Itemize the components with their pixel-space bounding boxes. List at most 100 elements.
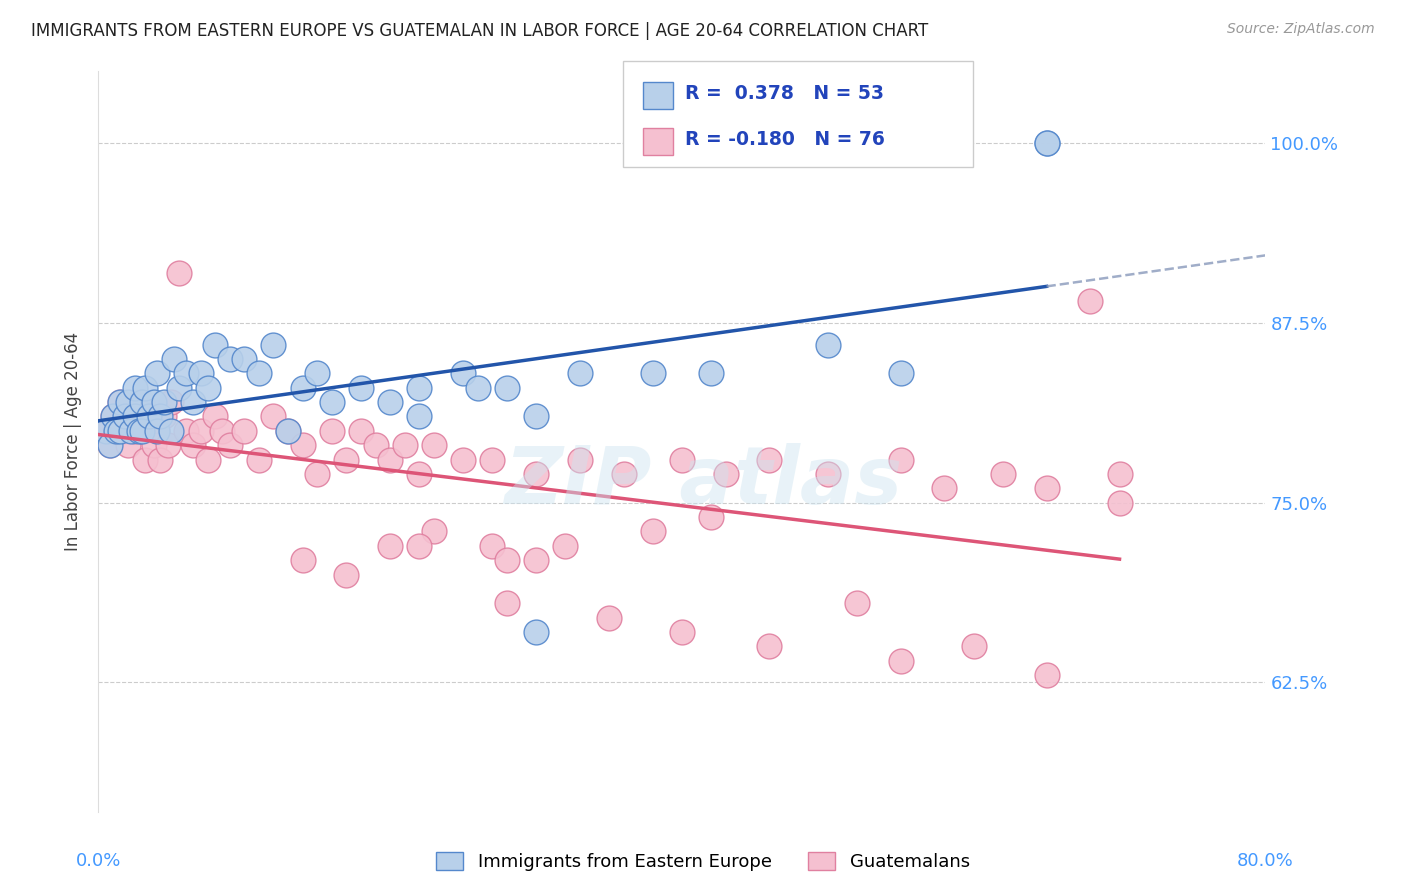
Point <box>568 366 591 380</box>
Text: Source: ZipAtlas.com: Source: ZipAtlas.com <box>1227 22 1375 37</box>
Point <box>160 395 183 409</box>
Point <box>117 438 139 452</box>
Point <box>124 381 146 395</box>
Point <box>181 395 204 409</box>
Point <box>890 452 912 467</box>
Y-axis label: In Labor Force | Age 20-64: In Labor Force | Age 20-64 <box>65 332 83 551</box>
Point <box>408 467 430 481</box>
Point <box>291 381 314 395</box>
Point <box>890 654 912 668</box>
Point <box>149 409 172 424</box>
Point <box>671 452 693 467</box>
Point <box>641 524 664 539</box>
Point <box>149 452 172 467</box>
Point <box>1108 467 1130 481</box>
Point <box>174 424 197 438</box>
Text: 0.0%: 0.0% <box>76 852 121 870</box>
Point <box>481 539 503 553</box>
Point <box>568 452 591 467</box>
Point <box>101 409 124 424</box>
Point <box>1108 495 1130 509</box>
Point <box>451 452 474 467</box>
Point <box>291 553 314 567</box>
Point <box>380 395 402 409</box>
Point <box>364 438 387 452</box>
Point <box>380 539 402 553</box>
Point <box>114 409 136 424</box>
Point <box>350 424 373 438</box>
Point <box>134 452 156 467</box>
Point <box>671 625 693 640</box>
Point <box>350 381 373 395</box>
Point <box>496 553 519 567</box>
Point <box>138 409 160 424</box>
Point <box>167 381 190 395</box>
Point <box>181 438 204 452</box>
Point <box>408 409 430 424</box>
Point <box>110 424 132 438</box>
Point <box>157 438 180 452</box>
Point <box>131 395 153 409</box>
Point <box>124 409 146 424</box>
Point <box>104 424 127 438</box>
Point <box>408 539 430 553</box>
Point <box>335 567 357 582</box>
Point <box>380 452 402 467</box>
Point <box>1035 481 1057 495</box>
Point <box>817 337 839 351</box>
Point <box>98 438 121 452</box>
Point <box>124 424 146 438</box>
Point <box>142 438 165 452</box>
Point <box>247 452 270 467</box>
Point <box>335 452 357 467</box>
Point <box>247 366 270 380</box>
Point <box>233 424 256 438</box>
Point <box>1080 294 1102 309</box>
Point <box>94 424 117 438</box>
Point <box>190 424 212 438</box>
Point <box>138 409 160 424</box>
Point <box>524 467 547 481</box>
Point <box>451 366 474 380</box>
Point <box>554 539 576 553</box>
Point <box>714 467 737 481</box>
Point <box>146 424 169 438</box>
Point <box>211 424 233 438</box>
Point <box>204 337 226 351</box>
Point <box>962 640 984 654</box>
Point <box>481 452 503 467</box>
Text: 80.0%: 80.0% <box>1237 852 1294 870</box>
Point <box>197 452 219 467</box>
Point <box>524 409 547 424</box>
Point <box>262 409 284 424</box>
Point <box>700 366 723 380</box>
Point <box>190 366 212 380</box>
Point <box>101 409 124 424</box>
Point <box>598 610 620 624</box>
Point <box>167 266 190 280</box>
Point <box>758 452 780 467</box>
Point <box>700 510 723 524</box>
Point <box>204 409 226 424</box>
Point <box>307 467 329 481</box>
Point <box>934 481 956 495</box>
Point <box>110 395 132 409</box>
Point <box>104 424 127 438</box>
Point <box>846 596 869 610</box>
Point <box>98 438 121 452</box>
Point <box>467 381 489 395</box>
Point <box>114 424 136 438</box>
Point <box>153 395 176 409</box>
Point <box>218 438 240 452</box>
Point <box>131 424 153 438</box>
Point <box>890 366 912 380</box>
Point <box>524 553 547 567</box>
Point <box>120 409 142 424</box>
Point <box>262 337 284 351</box>
Point <box>524 625 547 640</box>
Point <box>128 395 150 409</box>
Point <box>233 351 256 366</box>
Point <box>991 467 1014 481</box>
Point <box>110 395 132 409</box>
Point <box>142 395 165 409</box>
